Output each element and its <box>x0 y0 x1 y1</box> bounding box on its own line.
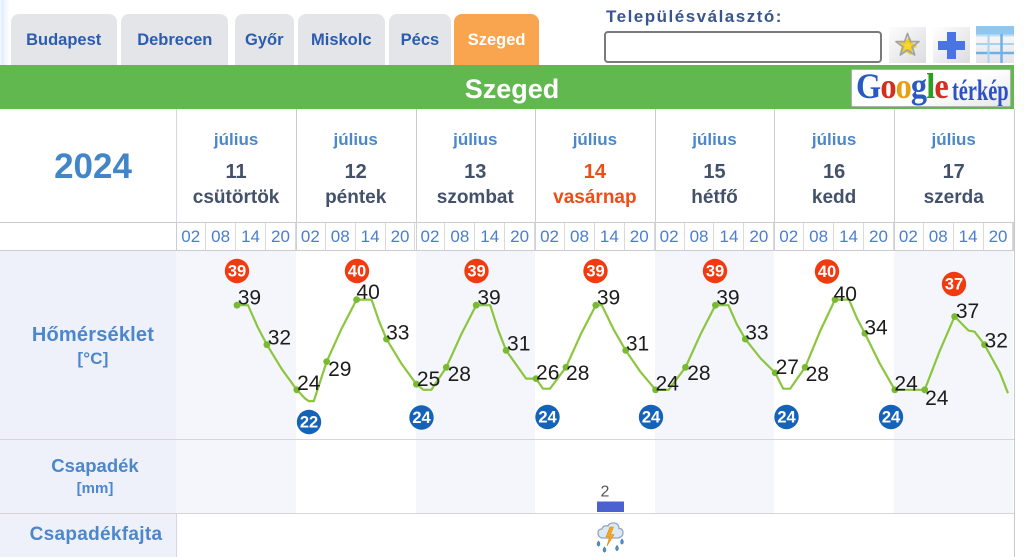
svg-text:24: 24 <box>894 373 918 396</box>
svg-text:33: 33 <box>745 321 768 344</box>
svg-text:32: 32 <box>268 327 291 350</box>
svg-text:24: 24 <box>412 409 431 427</box>
svg-text:24: 24 <box>538 409 557 427</box>
svg-text:37: 37 <box>945 276 963 294</box>
svg-text:32: 32 <box>985 330 1008 353</box>
svg-text:39: 39 <box>586 263 604 281</box>
svg-text:40: 40 <box>348 263 366 281</box>
svg-text:39: 39 <box>467 263 485 281</box>
svg-text:24: 24 <box>297 372 321 395</box>
svg-text:33: 33 <box>386 321 409 344</box>
svg-text:24: 24 <box>882 409 901 427</box>
svg-text:39: 39 <box>238 286 261 309</box>
svg-text:28: 28 <box>448 363 471 386</box>
svg-text:39: 39 <box>228 263 246 281</box>
svg-text:26: 26 <box>536 361 559 384</box>
svg-text:31: 31 <box>626 332 649 355</box>
svg-text:39: 39 <box>477 286 500 309</box>
svg-text:40: 40 <box>356 281 379 304</box>
svg-text:24: 24 <box>642 409 661 427</box>
svg-text:39: 39 <box>597 286 620 309</box>
svg-text:24: 24 <box>925 387 949 410</box>
svg-text:34: 34 <box>864 316 888 339</box>
svg-text:27: 27 <box>776 356 799 379</box>
svg-text:39: 39 <box>716 286 739 309</box>
svg-text:28: 28 <box>687 362 710 385</box>
svg-text:29: 29 <box>328 358 351 381</box>
svg-text:31: 31 <box>507 332 530 355</box>
svg-text:22: 22 <box>300 414 318 432</box>
svg-text:24: 24 <box>656 372 680 395</box>
svg-text:39: 39 <box>706 263 724 281</box>
svg-text:2: 2 <box>601 484 610 501</box>
svg-text:25: 25 <box>417 368 440 391</box>
svg-text:40: 40 <box>818 263 836 281</box>
svg-text:37: 37 <box>956 300 979 323</box>
svg-text:24: 24 <box>777 409 796 427</box>
svg-text:28: 28 <box>566 362 589 385</box>
svg-text:28: 28 <box>806 363 829 386</box>
svg-text:40: 40 <box>834 283 857 306</box>
